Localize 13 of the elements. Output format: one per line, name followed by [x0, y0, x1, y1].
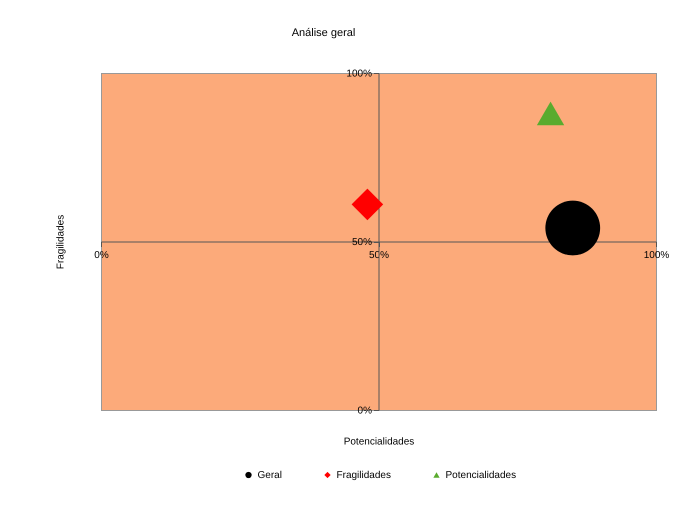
x-tick-label: 0%: [94, 250, 109, 261]
chart-title: Análise geral: [292, 27, 356, 39]
x-axis-title: Potencialidades: [344, 436, 414, 448]
y-tick-label: 0%: [358, 406, 372, 416]
y-tick-label: 100%: [346, 68, 372, 80]
legend-label: Potencialidades: [446, 470, 516, 481]
legend-label: Geral: [258, 470, 282, 481]
point: [352, 188, 384, 220]
point: [545, 200, 600, 256]
point: [536, 102, 564, 126]
y-axis-title: Fragilidades: [56, 214, 66, 270]
x-tick-label: 100%: [644, 250, 670, 261]
legend-label: Fragilidades: [336, 470, 391, 481]
